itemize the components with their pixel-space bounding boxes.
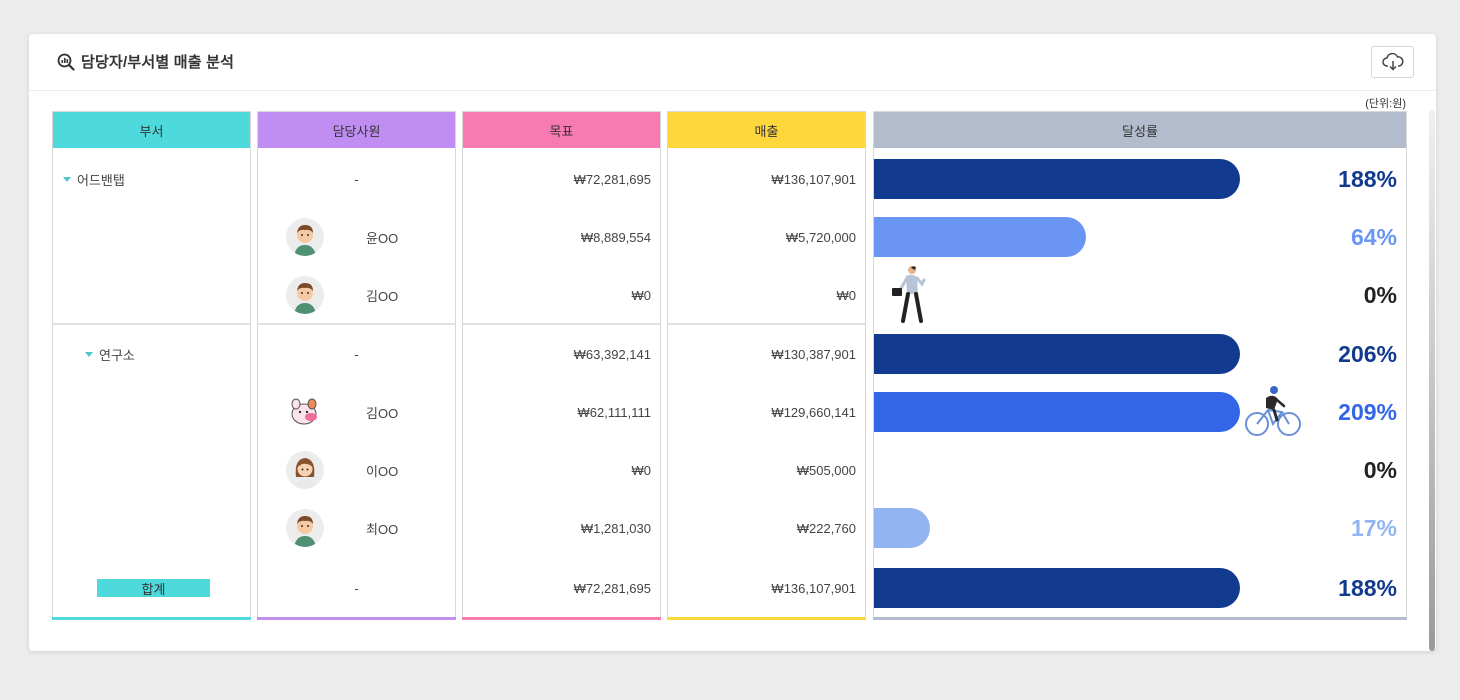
employee-name: - [354, 346, 359, 362]
employee-name: 최OO [366, 521, 399, 537]
sales-cell: ₩129,660,141 [771, 404, 856, 420]
sales-cell: ₩5,720,000 [785, 229, 856, 245]
sales-cell: ₩0 [836, 287, 857, 303]
sales-column-underline [667, 617, 866, 620]
rate-percent: 188% [1338, 574, 1397, 601]
rate-bar [874, 508, 930, 548]
target-cell: ₩0 [631, 462, 652, 478]
employee-name: - [354, 171, 359, 187]
dept-column: 부서 어드밴탭 연구소 합계 [52, 111, 251, 620]
target-cell: ₩0 [631, 287, 652, 303]
rate-column-underline [873, 617, 1407, 620]
employee-name: 김OO [366, 288, 399, 304]
male-avatar [286, 509, 324, 547]
rate-percent: 0% [1363, 456, 1397, 483]
group-divider [53, 323, 250, 325]
rate-row: 64% [874, 208, 1406, 266]
group-divider [258, 323, 455, 325]
employee-name: - [354, 580, 359, 596]
sales-header: 매출 [668, 112, 865, 148]
search-chart-icon [57, 53, 75, 71]
rate-percent: 209% [1338, 398, 1397, 425]
analysis-card: 담당자/부서별 매출 분석 (단위:원) 부서 어드밴탭 연구소 합계 담당 [29, 34, 1436, 651]
target-cell: ₩72,281,695 [573, 171, 651, 187]
sales-column: 매출 ₩136,107,901 ₩5,720,000 ₩0 ₩130,387,9… [667, 111, 866, 620]
rate-bar [874, 568, 1240, 608]
target-cell: ₩1,281,030 [580, 520, 651, 536]
rate-row: 0% [874, 441, 1406, 499]
vertical-scrollbar[interactable] [1429, 110, 1435, 651]
male-avatar [286, 218, 324, 256]
collapse-triangle-icon[interactable] [85, 351, 93, 357]
total-badge: 합계 [97, 579, 210, 597]
rate-row: 0% [874, 266, 1406, 324]
cloud-download-icon [1381, 53, 1404, 71]
rate-row: 206% [874, 325, 1406, 383]
dept-row-advantap[interactable]: 어드밴탭 [53, 150, 250, 208]
female-avatar [286, 451, 324, 489]
employee-column: 담당사원 - 윤OO 김OO - 김OO 이OO [257, 111, 456, 620]
rate-header: 달성률 [874, 112, 1406, 148]
download-button[interactable] [1371, 46, 1414, 78]
page-title: 담당자/부서별 매출 분석 [81, 54, 235, 71]
employee-row: - [258, 325, 455, 383]
rate-percent: 64% [1350, 223, 1397, 250]
rate-bar [874, 334, 1240, 374]
rate-percent: 206% [1338, 340, 1397, 367]
employee-row[interactable]: 이OO [258, 441, 455, 499]
target-column: 목표 ₩72,281,695 ₩8,889,554 ₩0 ₩63,392,141… [462, 111, 661, 620]
rate-row: 209% [874, 383, 1406, 441]
rate-percent: 0% [1363, 281, 1397, 308]
rate-bar [874, 217, 1086, 257]
cartoon-pig-avatar [286, 393, 324, 431]
card-header: 담당자/부서별 매출 분석 [29, 34, 1436, 91]
rate-percent: 188% [1338, 165, 1397, 192]
group-divider [463, 323, 660, 325]
unit-label: (단위:원) [1365, 98, 1406, 110]
dept-header: 부서 [53, 112, 250, 148]
rate-bar [874, 159, 1240, 199]
employee-name: 윤OO [366, 230, 399, 246]
employee-row: - [258, 150, 455, 208]
target-cell: ₩8,889,554 [580, 229, 651, 245]
rate-percent: 17% [1350, 514, 1397, 541]
total-row: 합계 [53, 559, 250, 617]
target-header: 목표 [463, 112, 660, 148]
rate-row: 188% [874, 559, 1406, 617]
sales-cell: ₩222,760 [796, 520, 856, 536]
sales-cell: ₩505,000 [796, 462, 856, 478]
employee-row: - [258, 559, 455, 617]
target-cell: ₩63,392,141 [573, 346, 651, 362]
rate-column: 달성률 188% 64% 0% 206% [873, 111, 1407, 620]
cyclist-icon [1245, 386, 1301, 436]
rate-row: 188% [874, 150, 1406, 208]
rate-bar [874, 392, 1240, 432]
sales-cell: ₩136,107,901 [771, 171, 856, 187]
dept-name: 연구소 [99, 347, 135, 363]
employee-column-underline [257, 617, 456, 620]
employee-row[interactable]: 최OO [258, 499, 455, 557]
employee-row[interactable]: 김OO [258, 266, 455, 324]
sales-cell: ₩136,107,901 [771, 580, 856, 596]
employee-header: 담당사원 [258, 112, 455, 148]
target-cell: ₩62,111,111 [577, 404, 651, 420]
group-divider [668, 323, 865, 325]
employee-row[interactable]: 윤OO [258, 208, 455, 266]
collapse-triangle-icon[interactable] [63, 176, 71, 182]
sales-cell: ₩130,387,901 [771, 346, 856, 362]
target-column-underline [462, 617, 661, 620]
dept-column-underline [52, 617, 251, 620]
target-cell: ₩72,281,695 [573, 580, 651, 596]
dept-name: 어드밴탭 [77, 172, 125, 188]
employee-row[interactable]: 김OO [258, 383, 455, 441]
title-group: 담당자/부서별 매출 분석 [57, 51, 234, 72]
dept-row-lab[interactable]: 연구소 [53, 325, 250, 383]
employee-name: 이OO [366, 463, 399, 479]
walking-businessman-icon [892, 266, 926, 323]
rate-row: 17% [874, 499, 1406, 557]
employee-name: 김OO [366, 405, 399, 421]
male-avatar [286, 276, 324, 314]
